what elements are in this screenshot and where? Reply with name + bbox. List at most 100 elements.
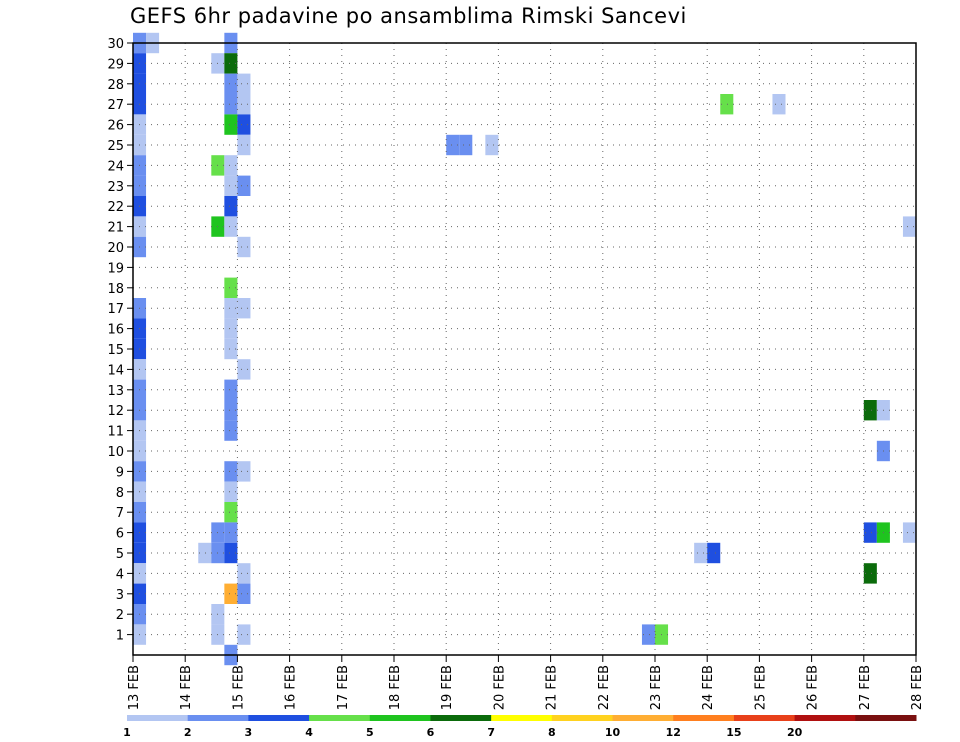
heatmap-cell-73 [694, 542, 708, 564]
heatmap-cell-36 [224, 277, 238, 298]
y-tick-label: 17 [107, 302, 124, 317]
x-tick-label: 19 FEB [440, 665, 455, 710]
heatmap-cell-19 [446, 134, 460, 156]
heatmap-cell-38 [224, 298, 238, 319]
heatmap-cell-27 [237, 175, 251, 196]
y-tick-label: 21 [107, 221, 124, 236]
x-tick-label: 17 FEB [336, 665, 351, 710]
heatmap-cell-72 [224, 542, 238, 564]
heatmap-cell-13 [772, 94, 786, 115]
heatmap-cell-21 [485, 134, 499, 156]
heatmap-cell-7 [224, 73, 238, 94]
x-tick-label: 20 FEB [492, 665, 507, 710]
heatmap-cell-10 [224, 94, 238, 115]
x-tick-label: 14 FEB [179, 665, 194, 710]
colorbar-segment [430, 715, 492, 721]
y-tick-label: 30 [107, 37, 124, 52]
colorbar-label: 20 [787, 726, 803, 739]
heatmap-cell-8 [237, 73, 251, 94]
y-tick-label: 22 [107, 200, 124, 215]
heatmap-cell-85 [237, 624, 251, 645]
heatmap-cell-32 [224, 216, 238, 237]
heatmap-cell-45 [237, 359, 251, 380]
colorbar-segment [612, 715, 674, 721]
colorbar-label: 10 [605, 726, 621, 739]
x-tick-label: 25 FEB [753, 665, 768, 710]
y-tick-label: 18 [107, 282, 124, 297]
y-tick-label: 16 [107, 323, 124, 338]
x-tick-label: 18 FEB [388, 665, 403, 710]
colorbar-segment [491, 715, 553, 721]
x-tick-label: 13 FEB [127, 665, 142, 710]
y-tick-label: 10 [107, 445, 124, 460]
colorbar-label: 5 [366, 726, 374, 739]
y-tick-label: 20 [107, 241, 124, 256]
heatmap-cell-16 [237, 114, 251, 135]
heatmap-cell-26 [224, 175, 238, 196]
colorbar-label: 7 [487, 726, 495, 739]
y-tick-label: 28 [107, 78, 124, 93]
y-tick-label: 25 [107, 139, 124, 154]
x-tick-label: 16 FEB [284, 665, 299, 710]
y-tick-label: 13 [107, 384, 124, 399]
colorbar-segment [551, 715, 614, 721]
y-tick-label: 6 [116, 527, 124, 542]
heatmap-cell-49 [224, 400, 238, 421]
x-tick-label: 21 FEB [545, 665, 560, 710]
y-tick-label: 4 [116, 567, 124, 582]
heatmap-cell-43 [224, 338, 238, 360]
heatmap-cell-5 [224, 53, 238, 74]
colorbar-segment [673, 715, 735, 721]
colorbar-label: 6 [427, 726, 435, 739]
x-tick-label: 26 FEB [806, 665, 821, 710]
heatmap-cell-11 [237, 94, 251, 115]
heatmap-cell-68 [902, 522, 916, 543]
heatmap-cell-58 [237, 461, 251, 482]
y-tick-label: 19 [107, 261, 124, 276]
heatmap-cell-33 [902, 216, 916, 237]
heatmap-cell-65 [224, 522, 238, 543]
x-tick-label: 27 FEB [858, 665, 873, 710]
colorbar-segment [127, 715, 189, 721]
y-tick-label: 5 [116, 547, 124, 562]
heatmap-cell-60 [224, 481, 238, 502]
heatmap-cell-76 [237, 563, 251, 584]
heatmap-cell-66 [863, 522, 877, 543]
y-tick-label: 11 [107, 425, 124, 440]
colorbar-segment [248, 715, 310, 721]
heatmap-cell-18 [237, 134, 251, 156]
heatmap-cell-12 [720, 94, 734, 115]
x-tick-label: 22 FEB [597, 665, 612, 710]
heatmap-cell-29 [224, 196, 238, 217]
y-axis: 1234567891011121314151617181920212223242… [107, 37, 133, 644]
colorbar: 1 2 3 4 5 6 7 8 10 12 15 20 [123, 715, 917, 739]
heatmap-cell-70 [198, 542, 212, 564]
chart-title: GEFS 6hr padavine po ansamblima Rimski S… [130, 4, 687, 28]
heatmap-cells [133, 32, 916, 666]
heatmap-cell-53 [224, 420, 238, 441]
colorbar-segment [309, 715, 371, 721]
grid-lines [133, 43, 916, 655]
heatmap-cell-41 [224, 318, 238, 339]
colorbar-label: 3 [245, 726, 253, 739]
y-tick-label: 9 [116, 465, 124, 480]
heatmap-cell-74 [707, 542, 721, 564]
heatmap-cell-79 [224, 583, 238, 604]
y-tick-label: 8 [116, 486, 124, 501]
heatmap-cell-47 [224, 379, 238, 400]
y-tick-label: 12 [107, 404, 124, 419]
heatmap-cell-77 [863, 563, 877, 584]
heatmap-cell-39 [237, 298, 251, 319]
y-tick-label: 7 [116, 506, 124, 521]
colorbar-label: 15 [726, 726, 741, 739]
colorbar-segment [855, 715, 917, 721]
y-tick-label: 1 [116, 629, 124, 644]
heatmap-cell-15 [224, 114, 238, 135]
colorbar-segment [187, 715, 249, 721]
colorbar-label: 4 [305, 726, 313, 739]
x-tick-label: 15 FEB [231, 665, 246, 710]
y-tick-label: 29 [107, 57, 124, 72]
y-tick-label: 27 [107, 98, 124, 113]
colorbar-label: 12 [666, 726, 681, 739]
